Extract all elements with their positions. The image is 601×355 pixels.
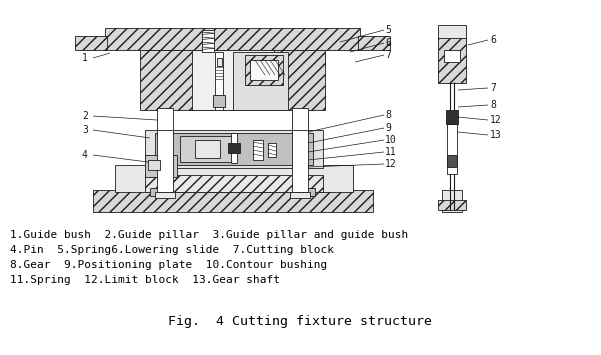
Bar (290, 192, 310, 198)
Bar (140, 50, 325, 110)
Bar (157, 108, 173, 168)
Bar (75, 36, 107, 50)
Text: 8.Gear  9.Positioning plate  10.Contour bushing: 8.Gear 9.Positioning plate 10.Contour bu… (10, 260, 328, 270)
Bar (444, 50, 460, 62)
Text: 11: 11 (385, 147, 397, 157)
Bar (228, 143, 240, 153)
Text: 5: 5 (385, 25, 391, 35)
Bar (148, 160, 160, 170)
Bar (268, 143, 276, 157)
Bar (293, 188, 315, 196)
Text: Fig.  4 Cutting fixture structure: Fig. 4 Cutting fixture structure (168, 315, 432, 328)
Bar (292, 108, 308, 168)
Text: 12: 12 (385, 159, 397, 169)
Bar (358, 36, 390, 50)
Text: 8: 8 (490, 100, 496, 110)
Bar (105, 28, 360, 50)
Text: 8: 8 (385, 110, 391, 120)
Bar (245, 55, 283, 85)
Bar (442, 190, 462, 212)
Bar (292, 130, 308, 192)
Bar (438, 38, 466, 83)
Text: 12: 12 (490, 115, 502, 125)
Bar (233, 52, 288, 110)
Bar (93, 190, 373, 212)
Text: 6: 6 (490, 35, 496, 45)
Bar (180, 136, 235, 162)
Text: 10: 10 (385, 135, 397, 145)
Text: 1: 1 (82, 53, 88, 63)
Text: 2: 2 (82, 111, 88, 121)
Bar (447, 124, 457, 174)
Bar (215, 52, 223, 110)
Text: 1.Guide bush  2.Guide pillar  3.Guide pillar and guide bush: 1.Guide bush 2.Guide pillar 3.Guide pill… (10, 230, 408, 240)
Bar (145, 175, 323, 192)
Bar (446, 110, 458, 124)
Text: 4.Pin  5.Spring6.Lowering slide  7.Cutting block: 4.Pin 5.Spring6.Lowering slide 7.Cutting… (10, 245, 334, 255)
Bar (217, 58, 222, 66)
Bar (155, 133, 313, 165)
Text: 3: 3 (82, 125, 88, 135)
Text: 13: 13 (490, 130, 502, 140)
Bar (202, 30, 214, 52)
Text: 9: 9 (385, 123, 391, 133)
Bar (157, 130, 173, 192)
Bar (438, 200, 466, 210)
Bar (231, 133, 237, 163)
Bar (195, 140, 220, 158)
Text: 7: 7 (490, 83, 496, 93)
Text: 6: 6 (385, 38, 391, 48)
Text: 7: 7 (385, 50, 391, 60)
Bar (250, 60, 278, 80)
Bar (145, 155, 177, 177)
Text: 4: 4 (82, 150, 88, 160)
Bar (192, 50, 274, 110)
Bar (115, 165, 353, 192)
Bar (150, 188, 172, 196)
Text: 11.Spring  12.Limit block  13.Gear shaft: 11.Spring 12.Limit block 13.Gear shaft (10, 275, 280, 285)
Bar (438, 25, 466, 40)
Bar (253, 140, 263, 160)
Bar (145, 130, 323, 168)
Bar (213, 95, 225, 107)
Bar (447, 155, 457, 167)
Bar (155, 192, 175, 198)
